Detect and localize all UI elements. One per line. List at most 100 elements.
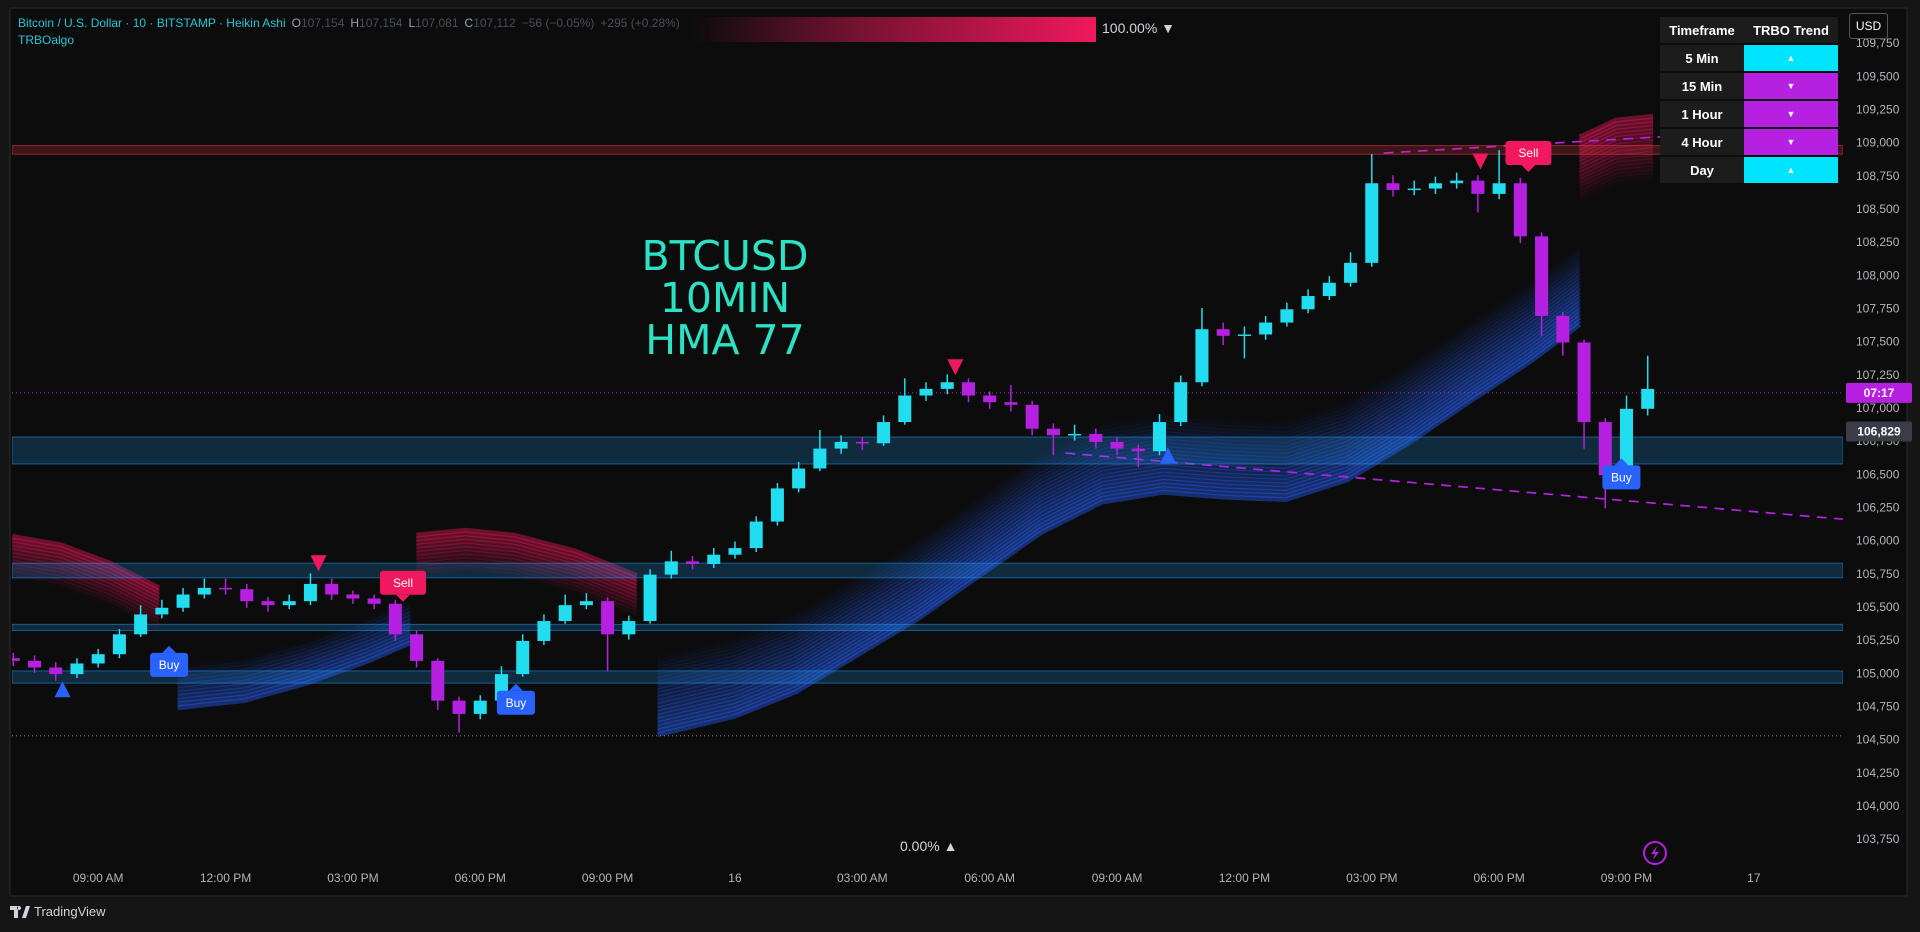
signal: Sell xyxy=(379,570,426,602)
cloud-band xyxy=(656,293,1582,708)
y-tick-label: 106,250 xyxy=(1856,500,1900,514)
cloud-band xyxy=(1578,154,1654,180)
signal-label: Sell xyxy=(393,576,413,590)
zone xyxy=(12,145,1843,155)
signal: Buy xyxy=(150,645,189,677)
candle-body xyxy=(1322,282,1336,297)
candle-body xyxy=(261,601,275,606)
y-tick-label: 104,500 xyxy=(1856,733,1900,747)
y-tick-label: 105,500 xyxy=(1856,600,1900,614)
cloud-band xyxy=(1578,168,1654,195)
candle-body xyxy=(1153,422,1167,452)
signal-label: Buy xyxy=(506,696,527,710)
cloud-band xyxy=(177,603,412,674)
signal-marker xyxy=(1159,447,1176,464)
cloud-band xyxy=(656,311,1582,727)
x-tick-label: 09:00 PM xyxy=(582,871,633,885)
table-row: 4 Hour ▼ xyxy=(1660,128,1838,157)
cloud-band xyxy=(656,304,1582,719)
trend-cell: ▼ xyxy=(1744,100,1838,129)
y-tick-label: 105,000 xyxy=(1856,666,1900,680)
y-tick-label: 108,750 xyxy=(1856,169,1900,183)
x-tick-label: 06:00 AM xyxy=(964,871,1015,885)
y-tick-label: 104,750 xyxy=(1856,699,1900,713)
cloud-band xyxy=(177,629,412,700)
cloud-band xyxy=(177,636,412,707)
signal-marker xyxy=(54,681,71,698)
cloud-band xyxy=(177,614,412,685)
candle-body xyxy=(1471,180,1485,194)
cloud-band xyxy=(1578,128,1654,155)
decoration-layer xyxy=(12,113,1843,738)
currency-button[interactable]: USD xyxy=(1849,13,1888,39)
signal-marker xyxy=(947,359,964,376)
cloud-band xyxy=(1578,132,1654,158)
cloud-band xyxy=(416,527,638,578)
trend-cell: ▼ xyxy=(1744,72,1838,101)
candle-body xyxy=(1598,422,1612,476)
ohlc-key: L xyxy=(408,16,416,30)
candle-body xyxy=(1004,402,1018,405)
table-row: Day ▲ xyxy=(1660,156,1838,185)
progress-bar xyxy=(692,17,1096,42)
y-tick-label: 105,250 xyxy=(1856,633,1900,647)
candle-body xyxy=(410,634,424,661)
zone xyxy=(12,670,1843,684)
brand-name: TradingView xyxy=(34,904,106,919)
table-row: 5 Min ▲ xyxy=(1660,44,1838,73)
candle-body xyxy=(516,640,530,675)
signal-notch xyxy=(1521,165,1536,173)
candle-body xyxy=(898,395,912,423)
zone xyxy=(12,562,1843,579)
candle-body xyxy=(579,601,593,606)
signal-marker xyxy=(1472,153,1489,170)
indicator-name[interactable]: TRBOalgo xyxy=(18,33,75,47)
ohlc-value: 107,154 xyxy=(300,16,345,30)
x-tick-label: 03:00 PM xyxy=(1346,871,1397,885)
cloud-band xyxy=(416,535,638,586)
signal-notch xyxy=(508,683,523,691)
cloud-band xyxy=(656,322,1582,738)
annotation: HMA 77 xyxy=(645,316,804,364)
cloud-band xyxy=(177,607,412,678)
timeframe: 15 Min xyxy=(1660,72,1744,101)
candle-body xyxy=(940,382,954,389)
cloud-band xyxy=(656,256,1582,671)
cloud-band xyxy=(656,296,1582,712)
cloud-band xyxy=(416,557,638,608)
y-tick-label: 106,500 xyxy=(1856,467,1900,481)
y-tick-label: 109,500 xyxy=(1856,69,1900,83)
footer[interactable]: TradingView xyxy=(10,904,106,919)
candle-body xyxy=(28,660,42,668)
cloud-band xyxy=(1578,124,1654,151)
candle-body xyxy=(367,598,381,604)
cloud-band xyxy=(656,318,1582,734)
cloud-band xyxy=(12,533,161,590)
signal-box xyxy=(496,690,535,715)
candle-body xyxy=(686,561,700,565)
candle-body xyxy=(346,594,360,599)
y-tick-label: 108,500 xyxy=(1856,202,1900,216)
brand-logo xyxy=(10,905,30,918)
candle-body xyxy=(1577,342,1591,423)
x-tick-label: 09:00 AM xyxy=(73,871,124,885)
candle-body xyxy=(197,587,211,595)
cloud-band xyxy=(656,282,1582,697)
candle-body xyxy=(155,607,169,615)
timeframe: 4 Hour xyxy=(1660,128,1744,157)
lightning-icon[interactable] xyxy=(1643,841,1667,865)
x-tick-label: 09:00 PM xyxy=(1601,871,1652,885)
cloud-band xyxy=(12,559,161,616)
candle-body xyxy=(622,621,636,635)
table-header: Timeframe xyxy=(1660,17,1744,45)
candle-body xyxy=(1344,262,1358,283)
x-tick-label: 12:00 PM xyxy=(200,871,251,885)
zone-layer xyxy=(12,145,1843,737)
candle-body xyxy=(388,603,402,635)
timeframe: 1 Hour xyxy=(1660,100,1744,129)
y-tick-label: 107,250 xyxy=(1856,368,1900,382)
candle-layer xyxy=(12,150,1655,733)
cloud-band xyxy=(656,271,1582,686)
